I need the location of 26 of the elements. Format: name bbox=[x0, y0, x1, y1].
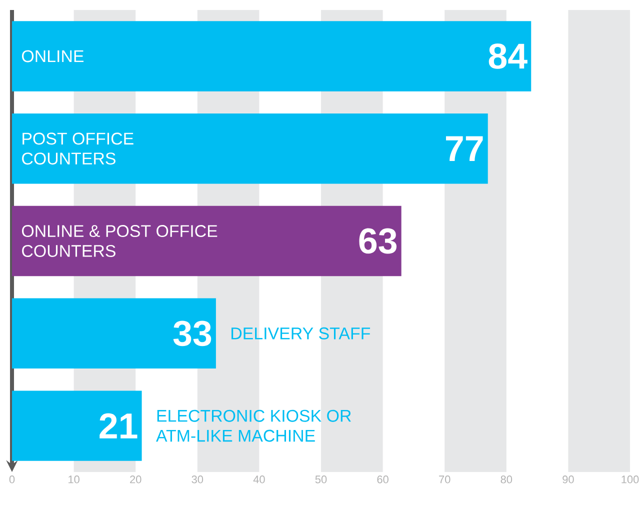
x-tick-label: 50 bbox=[315, 476, 327, 484]
y-tick-label: ONLINE bbox=[22, 50, 84, 62]
x-tick-label: 80 bbox=[500, 476, 512, 484]
x-tick-label: 20 bbox=[130, 476, 142, 484]
bar bbox=[12, 390, 142, 461]
x-tick-label: 70 bbox=[439, 476, 450, 484]
data-label: 77 bbox=[446, 136, 483, 161]
y-tick-label: POST OFFICE COUNTERS bbox=[22, 132, 134, 165]
data-label: 63 bbox=[359, 228, 397, 254]
x-tick-label: 10 bbox=[68, 476, 80, 484]
data-label: 84 bbox=[488, 44, 528, 69]
x-tick-label: 40 bbox=[253, 476, 265, 484]
data-label: 33 bbox=[173, 320, 212, 346]
y-tick-label: ELECTRONIC KIOSK OR ATM-LIKE MACHINE bbox=[156, 410, 351, 442]
y-tick-label: ONLINE & POST OFFICE COUNTERS bbox=[22, 225, 218, 257]
data-label: 21 bbox=[100, 413, 138, 438]
bar bbox=[12, 113, 488, 184]
x-tick-label: 0 bbox=[9, 476, 15, 484]
bar bbox=[12, 206, 402, 276]
x-tick-label: 60 bbox=[377, 476, 388, 484]
bar bbox=[12, 21, 532, 92]
x-tick-label: 100 bbox=[622, 476, 639, 484]
x-tick-label: 90 bbox=[562, 476, 574, 484]
x-tick-label: 30 bbox=[192, 476, 204, 484]
bar bbox=[12, 298, 216, 369]
y-tick-label: DELIVERY STAFF bbox=[232, 327, 370, 340]
